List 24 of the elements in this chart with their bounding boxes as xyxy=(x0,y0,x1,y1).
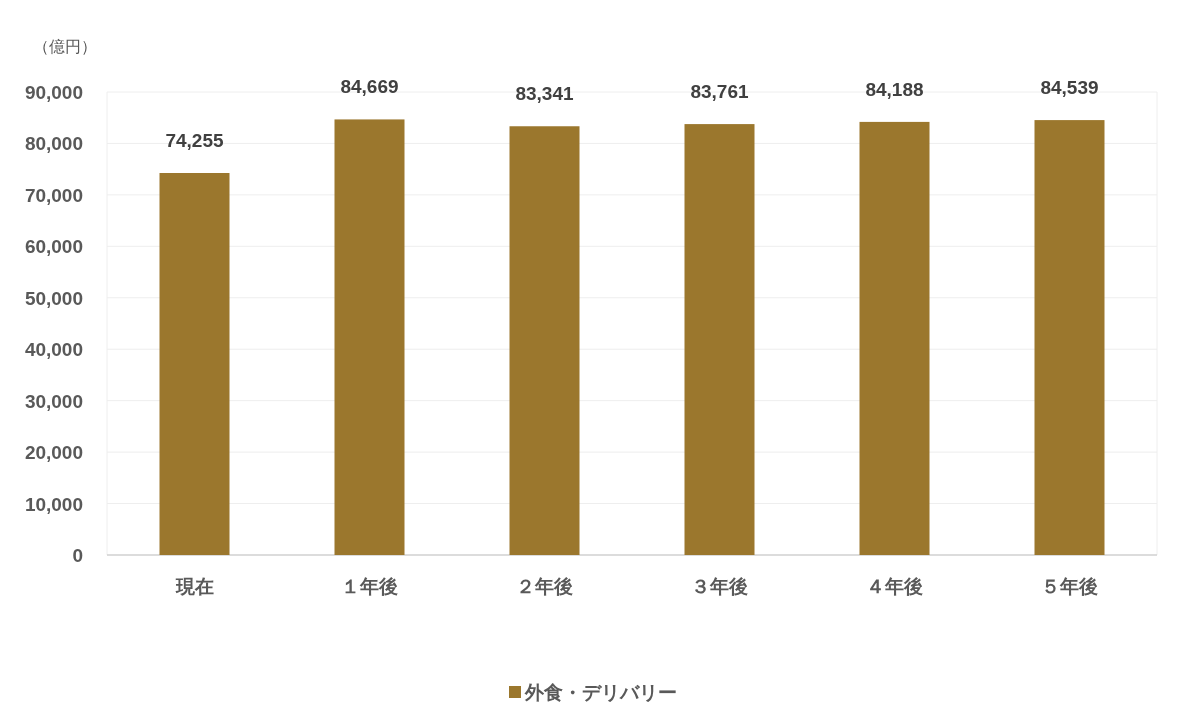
data-label: 83,761 xyxy=(690,81,749,103)
x-tick-label: １年後 xyxy=(341,576,398,597)
y-tick-label: 50,000 xyxy=(24,287,83,309)
y-tick-label: 30,000 xyxy=(24,390,83,412)
y-tick-label: 90,000 xyxy=(24,82,83,103)
data-label: 84,539 xyxy=(1040,77,1099,99)
x-tick-label: ４年後 xyxy=(866,576,923,597)
y-tick-label: 20,000 xyxy=(24,442,83,464)
x-tick-label: 現在 xyxy=(174,576,214,597)
y-tick-label: 40,000 xyxy=(24,339,83,361)
legend-label: 外食・デリバリー xyxy=(524,682,677,703)
data-label: 84,188 xyxy=(865,78,924,100)
data-label: 83,341 xyxy=(515,83,574,105)
data-label: 74,255 xyxy=(165,130,224,151)
y-tick-label: 60,000 xyxy=(24,236,83,258)
y-axis-title: （億円） xyxy=(33,38,97,55)
y-tick-label: 70,000 xyxy=(24,184,83,206)
x-tick-label: ５年後 xyxy=(1041,576,1098,597)
y-tick-label: 0 xyxy=(72,545,83,566)
data-label: 84,669 xyxy=(340,76,399,98)
x-tick-label: ３年後 xyxy=(691,576,748,597)
y-tick-label: 10,000 xyxy=(24,493,83,515)
y-tick-label: 80,000 xyxy=(24,133,83,155)
x-tick-label: ２年後 xyxy=(516,576,573,597)
